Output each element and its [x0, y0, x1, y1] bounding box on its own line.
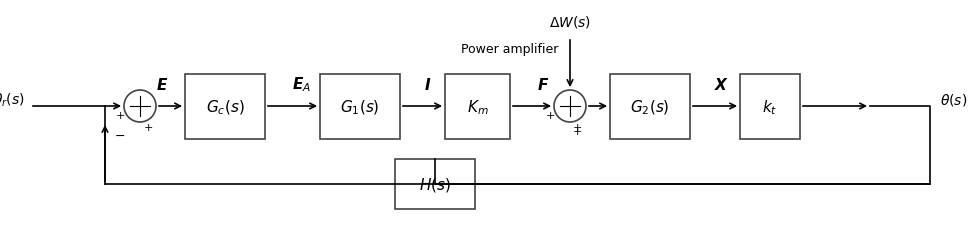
Text: $\boldsymbol{X}$: $\boldsymbol{X}$	[715, 77, 729, 93]
Text: $G_1(s)$: $G_1(s)$	[340, 98, 380, 116]
Text: $K_m$: $K_m$	[467, 98, 488, 116]
Text: $\Delta W(s)$: $\Delta W(s)$	[549, 14, 591, 30]
Bar	[395, 159, 475, 209]
Text: +: +	[545, 110, 555, 121]
Text: +: +	[572, 122, 582, 132]
Text: +: +	[115, 110, 125, 121]
Text: $G_c(s)$: $G_c(s)$	[206, 98, 245, 116]
Bar	[445, 75, 510, 139]
Text: $\boldsymbol{F}$: $\boldsymbol{F}$	[537, 77, 549, 93]
Text: $k_t$: $k_t$	[762, 98, 778, 116]
Text: $G_2(s)$: $G_2(s)$	[630, 98, 670, 116]
Bar	[320, 75, 400, 139]
Bar	[185, 75, 265, 139]
Bar	[740, 75, 800, 139]
Text: $\boldsymbol{I}$: $\boldsymbol{I}$	[424, 77, 432, 93]
Text: $\theta_r(s)$: $\theta_r(s)$	[0, 91, 25, 108]
Text: +: +	[572, 126, 582, 137]
Text: $\boldsymbol{E}_A$: $\boldsymbol{E}_A$	[292, 75, 312, 94]
Text: Power amplifier: Power amplifier	[461, 43, 559, 56]
Text: +: +	[143, 122, 153, 132]
Ellipse shape	[554, 91, 586, 122]
Bar	[610, 75, 690, 139]
Text: $H(s)$: $H(s)$	[419, 175, 451, 193]
Text: $\theta(s)$: $\theta(s)$	[940, 92, 967, 108]
Ellipse shape	[124, 91, 156, 122]
Text: $\boldsymbol{E}$: $\boldsymbol{E}$	[156, 77, 168, 93]
Text: −: −	[115, 129, 125, 142]
